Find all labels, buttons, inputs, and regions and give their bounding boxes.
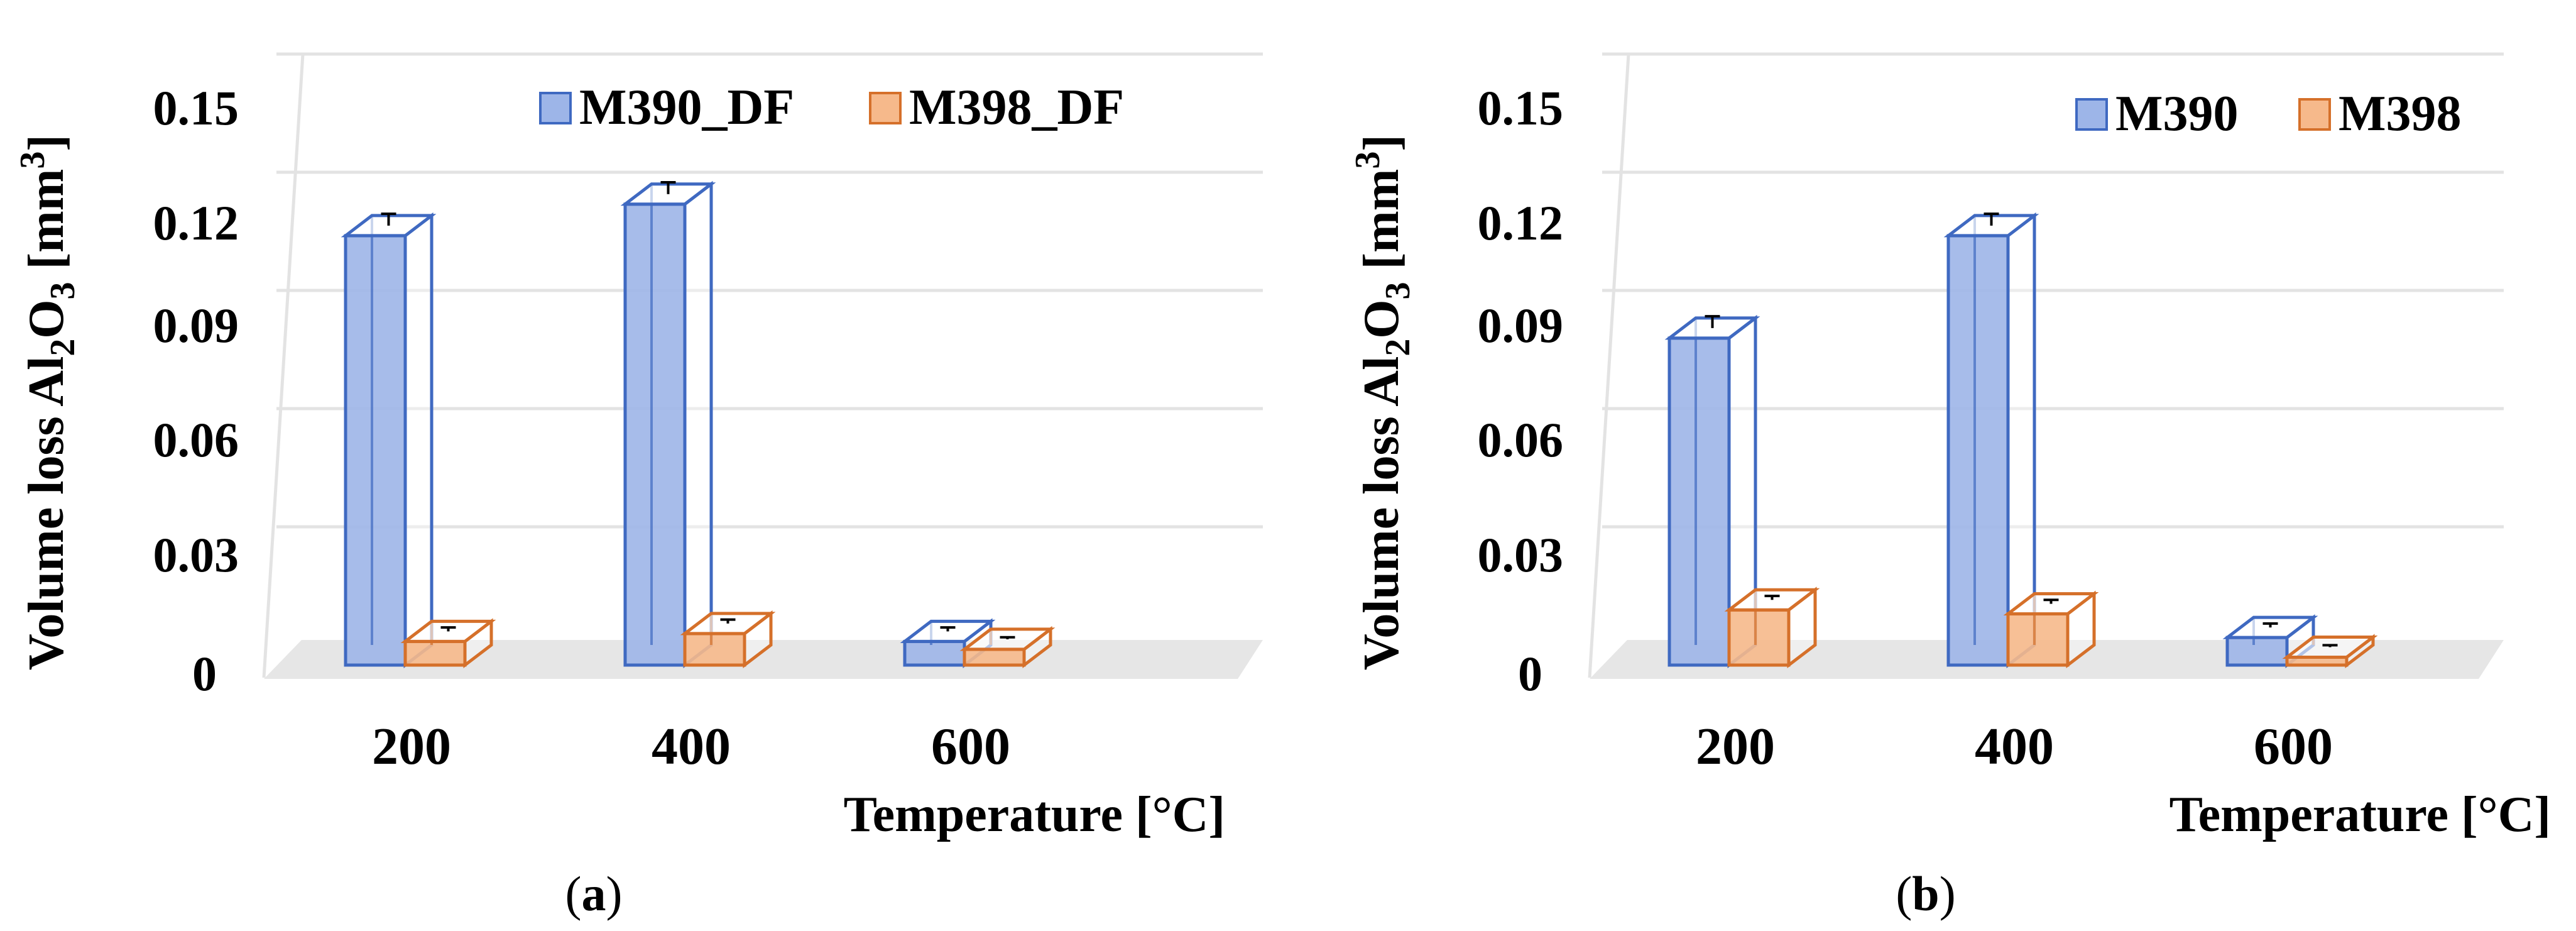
x-category-label: 400	[1975, 717, 2054, 776]
legend: M390_DF M398_DF	[539, 80, 1124, 135]
bar-front-face	[1667, 336, 1731, 667]
x-category-label: 400	[652, 717, 731, 776]
y-tick-label: 0.12	[1478, 196, 1564, 250]
y-tick-label: 0.15	[1478, 80, 1564, 135]
gridlines	[1588, 52, 2504, 678]
legend: M390 M398	[2075, 86, 2462, 141]
y-tick-labels: 0.15 0.12 0.09 0.06 0.03 0	[153, 80, 239, 701]
gridlines	[262, 52, 1263, 678]
legend-swatch-series-1	[539, 92, 572, 124]
legend-swatch-series-2	[869, 92, 902, 124]
legend-swatch-series-2	[2298, 98, 2331, 131]
bar	[2003, 590, 2099, 669]
bars	[1664, 212, 2378, 669]
bar	[680, 610, 776, 669]
bar	[620, 180, 716, 669]
bar-front-face	[683, 632, 746, 667]
bar	[1943, 212, 2039, 669]
bar	[400, 618, 496, 669]
back-wall-edge	[1588, 53, 1630, 678]
legend-label-series-2: M398	[2339, 86, 2462, 141]
y-tick-label: 0.09	[153, 298, 239, 353]
y-tick-label: 0.06	[153, 412, 239, 467]
panel-label: (b)	[1896, 866, 1955, 921]
x-category-label: 200	[372, 717, 451, 776]
y-axis-title: Volume loss Al2O3 [mm3]	[1348, 135, 1417, 670]
y-tick-label: 0.03	[1478, 527, 1564, 582]
chart-panel-a: 0.15 0.12 0.09 0.06 0.03 0 Volume loss A…	[13, 52, 1263, 921]
bars	[341, 180, 1056, 669]
bar-front-face	[1946, 234, 2010, 667]
y-tick-label: 0.12	[153, 196, 239, 250]
bar	[1724, 587, 1820, 669]
bar-front-face	[2006, 612, 2070, 667]
bar-front-face	[963, 647, 1026, 667]
bar	[2282, 634, 2378, 669]
x-category-label: 200	[1696, 717, 1775, 776]
bar-front-face	[403, 639, 467, 667]
y-tick-label: 0.03	[153, 527, 239, 582]
panel-label: (a)	[565, 866, 623, 921]
bar-side-face	[403, 212, 434, 669]
back-wall-edge	[262, 53, 305, 678]
bar-side-face	[683, 180, 713, 669]
y-tick-label: 0	[1518, 646, 1542, 701]
x-category-label: 600	[931, 717, 1010, 776]
y-tick-label: 0	[192, 646, 217, 701]
x-category-label: 600	[2254, 717, 2333, 776]
bar-front-face	[344, 234, 407, 667]
y-axis-title: Volume loss Al2O3 [mm3]	[13, 135, 82, 670]
y-tick-label: 0.09	[1478, 298, 1564, 353]
bar-front-face	[623, 202, 687, 667]
bar-front-face	[2225, 636, 2289, 667]
y-tick-label: 0.15	[153, 80, 239, 135]
chart-panel-b: 0.15 0.12 0.09 0.06 0.03 0 Volume loss A…	[1348, 52, 2551, 921]
bar	[959, 625, 1056, 669]
x-axis-title: Temperature [°C]	[844, 787, 1225, 842]
legend-label-series-2: M398_DF	[909, 80, 1124, 135]
x-axis-title: Temperature [°C]	[2169, 787, 2551, 842]
y-tick-label: 0.06	[1478, 412, 1564, 467]
bar-front-face	[1727, 608, 1791, 667]
legend-label-series-1: M390	[2115, 86, 2239, 141]
bar	[341, 212, 437, 669]
legend-label-series-1: M390_DF	[579, 80, 794, 135]
bar	[2222, 614, 2318, 669]
y-tick-labels: 0.15 0.12 0.09 0.06 0.03 0	[1478, 80, 1564, 701]
bar-front-face	[903, 639, 966, 667]
legend-swatch-series-1	[2075, 98, 2108, 131]
